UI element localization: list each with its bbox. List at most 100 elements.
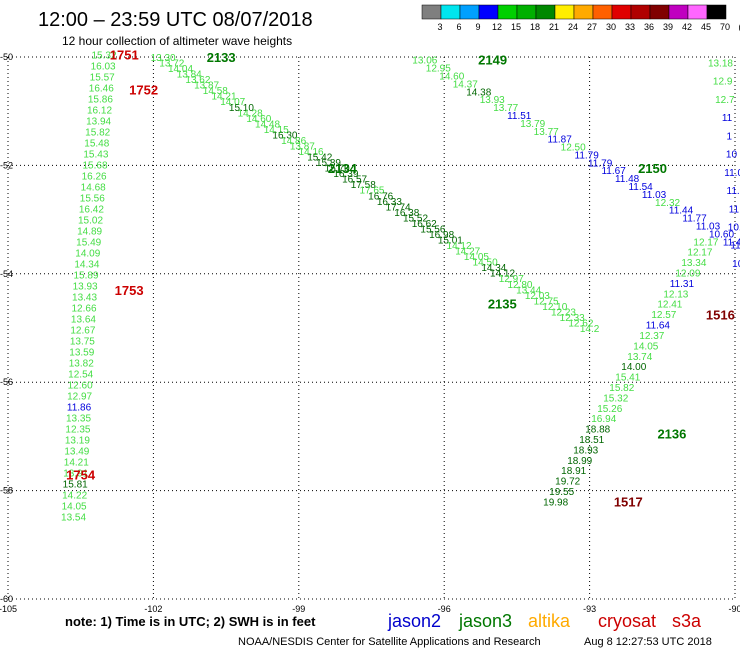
swh-value: 13.77 xyxy=(493,103,518,114)
swh-value: 19.98 xyxy=(543,497,568,508)
swh-value: 15.89 xyxy=(73,270,98,281)
swh-value: 14.60 xyxy=(439,71,464,82)
swh-value: 13.49 xyxy=(64,446,89,457)
swh-value: 15.10 xyxy=(229,103,254,114)
swh-value: 15.52 xyxy=(403,213,428,224)
swh-value: 12.7 xyxy=(715,95,735,106)
pass-number-label: 2150 xyxy=(638,161,667,176)
legend-label: 18 xyxy=(530,22,540,32)
legend-swatch xyxy=(592,4,613,20)
legend-swatch xyxy=(611,4,632,20)
map-subtitle: 12 hour collection of altimeter wave hei… xyxy=(62,34,292,48)
swh-value: 12.03 xyxy=(525,291,550,302)
pass-labels: 1751 2133 1752 2134 2149 2150 1753 2135 1516 2136… xyxy=(66,47,735,509)
sat-cryosat: cryosat xyxy=(598,611,656,631)
swh-value: 13.74 xyxy=(627,352,652,363)
legend-swatch xyxy=(478,4,499,20)
swh-value: 14.50 xyxy=(473,258,498,269)
sat-jason3: jason3 xyxy=(458,611,512,631)
swh-value: 15.86 xyxy=(88,94,113,105)
swh-value: 13.34 xyxy=(681,258,706,269)
legend-swatch xyxy=(535,4,556,20)
swh-value: 13.94 xyxy=(86,116,111,127)
swh-value: 13.19 xyxy=(65,435,90,446)
swh-value: 11.03 xyxy=(696,221,721,232)
swh-value: 14.68 xyxy=(81,182,106,193)
swh-value: 13.93 xyxy=(480,95,505,106)
swh-value: 12.54 xyxy=(68,369,93,380)
swh-value: 11.6 xyxy=(727,186,740,197)
swh-value: 11.54 xyxy=(628,182,653,193)
swh-value: 14.05 xyxy=(633,341,658,352)
map-title: 12:00 – 23:59 UTC 08/07/2018 xyxy=(38,9,313,31)
pass-number-label: 1754 xyxy=(66,467,96,482)
swh-value: 12.66 xyxy=(71,303,96,314)
timestamp-text: Aug 8 12:27:53 UTC 2018 xyxy=(584,636,712,648)
swh-value: 15.89 xyxy=(316,158,341,169)
swh-value: 13.62 xyxy=(185,75,210,86)
swh-value: 14.04 xyxy=(168,64,193,75)
swh-value: 14.34 xyxy=(481,263,506,274)
legend-swatch xyxy=(440,4,461,20)
swh-value: 11.77 xyxy=(682,214,707,225)
swh-value: 13.35 xyxy=(66,413,91,424)
swh-value: 11.48 xyxy=(615,174,640,185)
legend-swatch xyxy=(497,4,518,20)
pass-number-label: 1753 xyxy=(115,283,144,298)
swh-value: 15.02 xyxy=(78,215,103,226)
swh-value: 15.01 xyxy=(438,236,463,247)
lat-tick-label: -56 xyxy=(0,377,13,387)
swh-value: 10.60 xyxy=(709,229,734,240)
swh-value: 12.32 xyxy=(655,198,680,209)
sat-altika: altika xyxy=(528,611,571,631)
legend-label: 9 xyxy=(475,22,480,32)
swh-value: 14.00 xyxy=(621,362,646,373)
swh-value: 12.80 xyxy=(507,280,532,291)
swh-value: 16.12 xyxy=(87,105,112,116)
pass-number-label: 1751 xyxy=(110,47,139,62)
swh-value: 14.21 xyxy=(64,457,89,468)
swh-value: 12.9 xyxy=(713,77,733,88)
legend-swatch xyxy=(421,4,442,20)
swh-value: 13.91 xyxy=(63,468,88,479)
swh-value: 12.10 xyxy=(542,302,567,313)
credit-text: NOAA/NESDIS Center for Satellite Applica… xyxy=(238,636,541,648)
swh-value: 11.44 xyxy=(669,206,694,217)
swh-value: 11.86 xyxy=(67,402,92,413)
swh-value: 14.89 xyxy=(77,226,102,237)
swh-value: 13.87 xyxy=(290,141,315,152)
legend-swatch xyxy=(516,4,537,20)
swh-value: 14.07 xyxy=(220,97,245,108)
swh-value: 13.43 xyxy=(72,292,97,303)
swh-value: 16.94 xyxy=(591,414,616,425)
legend-label: 39 xyxy=(663,22,673,32)
lat-tick-label: -60 xyxy=(0,594,13,604)
swh-value: 16.33 xyxy=(377,197,402,208)
swh-value: 14.34 xyxy=(74,259,99,270)
swh-value: 12.50 xyxy=(561,143,586,154)
swh-value: 11.79 xyxy=(575,150,600,161)
swh-value: 12.75 xyxy=(534,296,559,307)
swh-value: 15.49 xyxy=(76,237,101,248)
swh-value: 15.32 xyxy=(91,50,116,61)
swh-value: 13.30 xyxy=(151,53,176,64)
legend-swatch xyxy=(459,4,480,20)
swh-value: 14.38 xyxy=(466,87,491,98)
sat-jason2: jason2 xyxy=(387,611,441,631)
swh-value: 14.15 xyxy=(264,125,289,136)
axis-tick-labels: -50 -52 -54 -56 -58 -60-105 -102 -99 -96 -93 -90 xyxy=(0,52,740,614)
swh-value: 14.86 xyxy=(281,136,306,147)
swh-value: 18.93 xyxy=(573,445,598,456)
swh-value: 13.79 xyxy=(520,119,545,130)
lat-tick-label: -54 xyxy=(0,269,13,279)
swh-value: 14.2 xyxy=(580,324,600,335)
swh-value: 16.57 xyxy=(342,175,367,186)
pass-number-label: 1516 xyxy=(706,307,735,322)
swh-value: 12.13 xyxy=(663,289,688,300)
swh-value: 19.55 xyxy=(549,487,574,498)
track-group: 13.1812.912.71111011.011.611.810.9311.03… xyxy=(708,58,740,270)
swh-value: 17.74 xyxy=(386,202,411,213)
swh-value: 10.93 xyxy=(728,222,740,233)
